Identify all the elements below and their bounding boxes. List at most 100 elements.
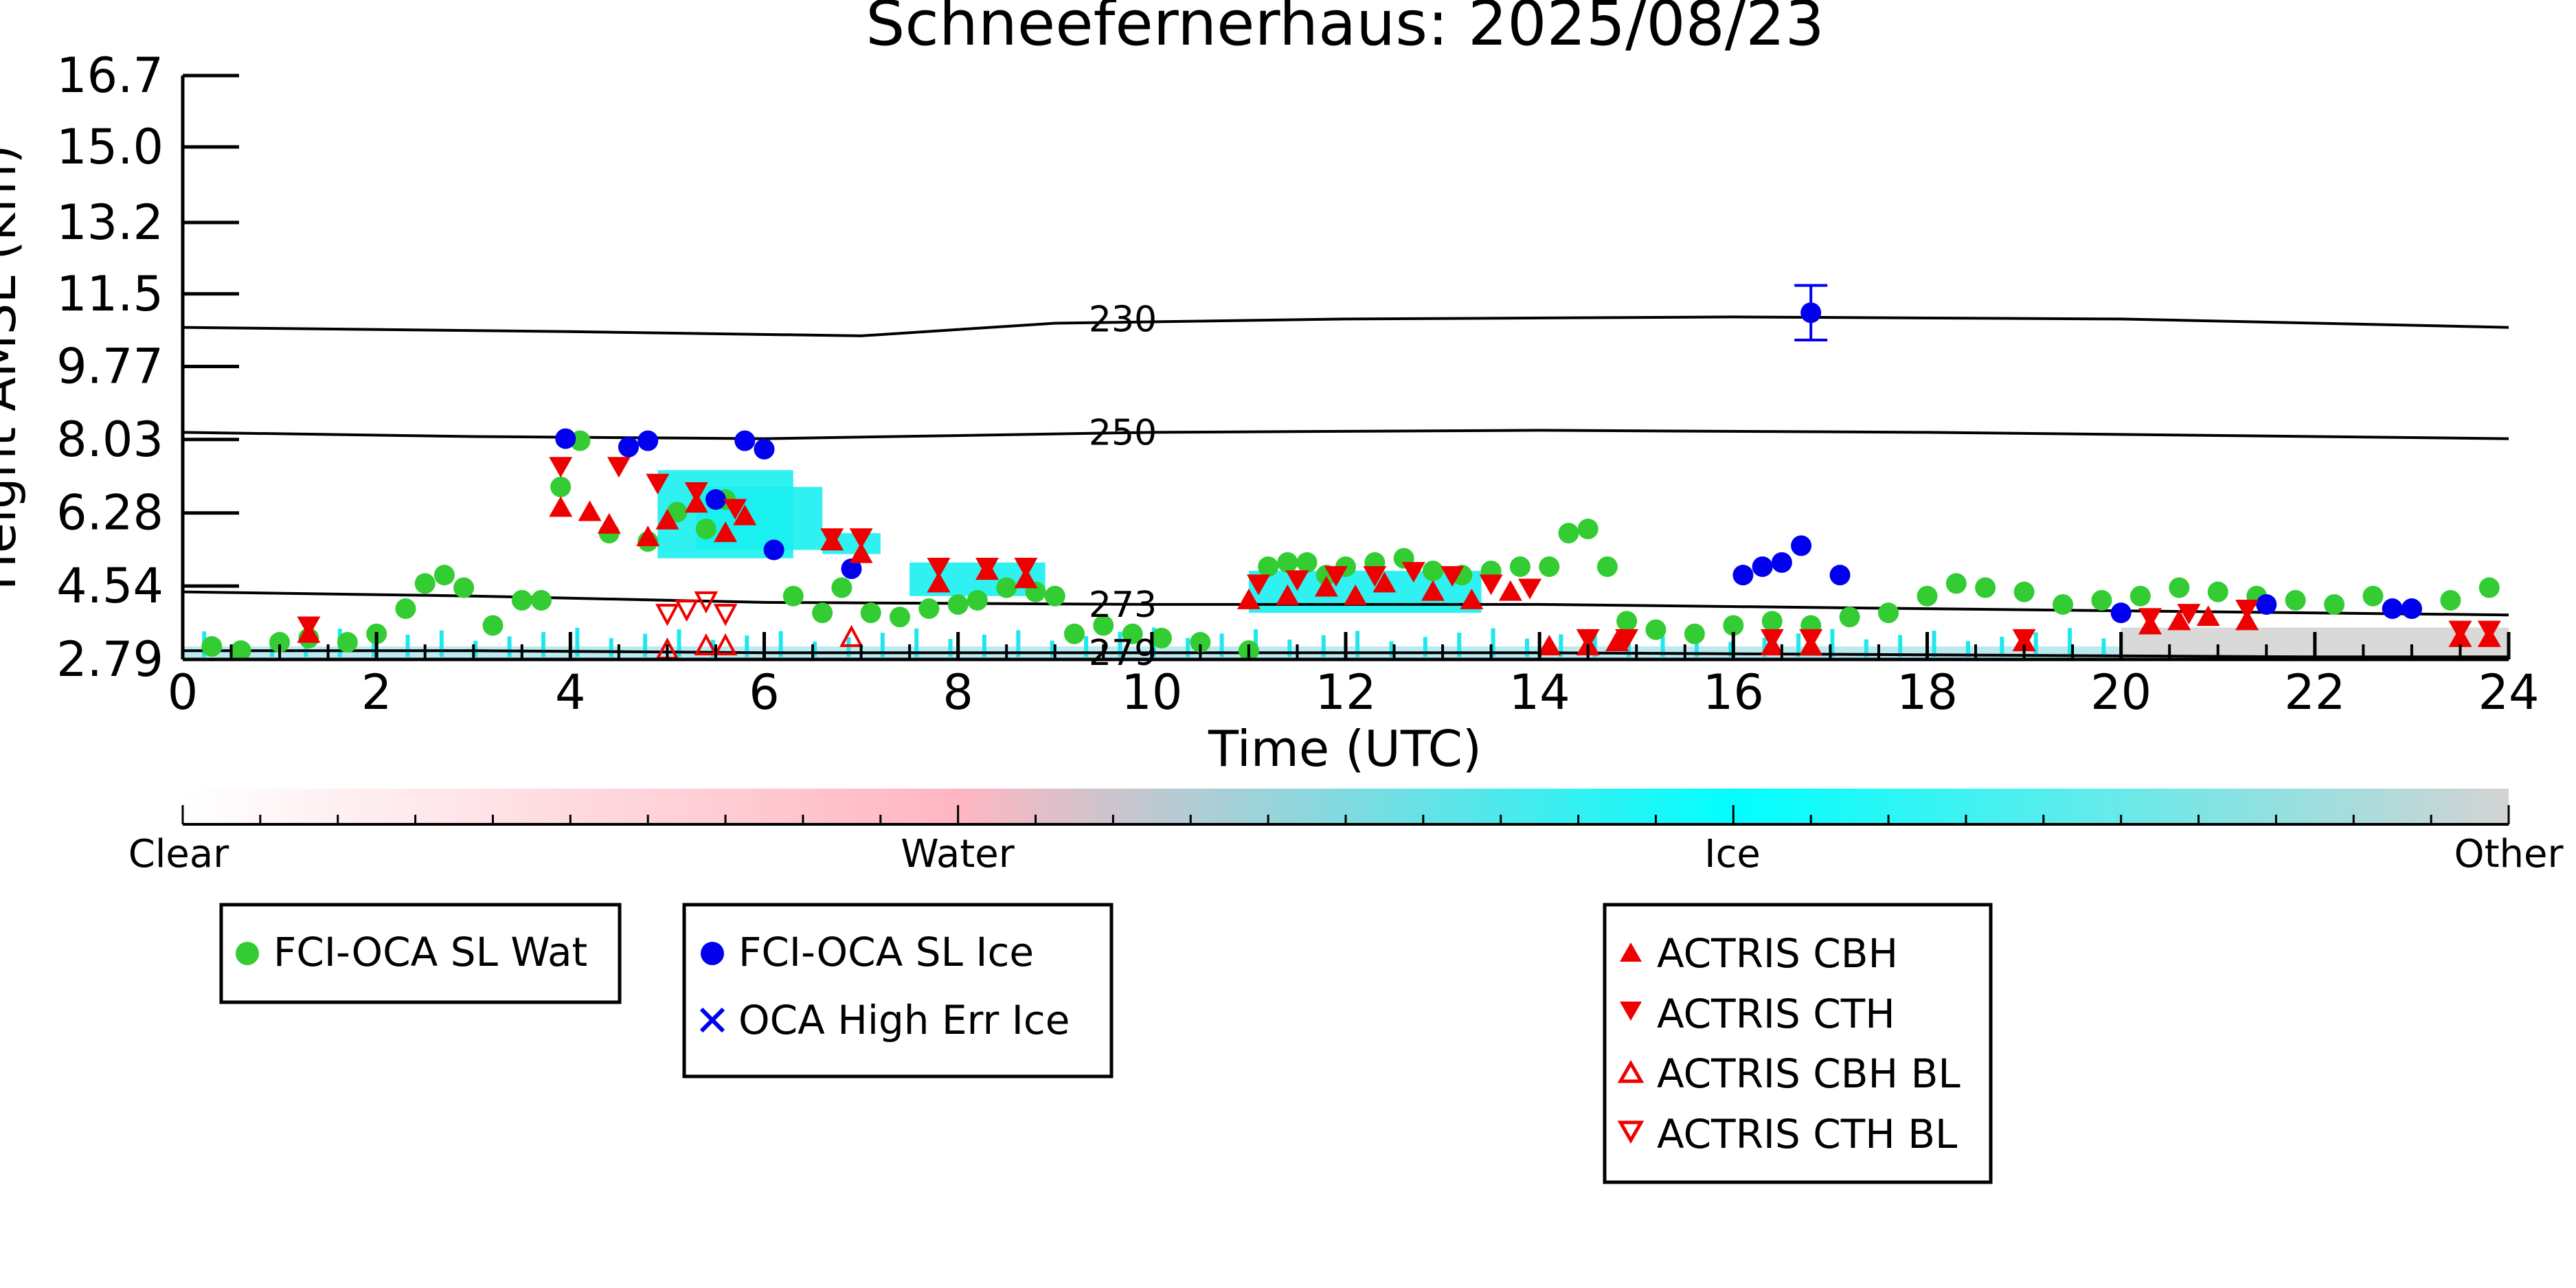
marker-actris-cth — [1247, 574, 1271, 596]
ice-column — [846, 637, 851, 657]
marker-fci-oca-sl-ice — [2401, 598, 2422, 620]
marker-fci-oca-sl-wat — [1539, 556, 1560, 577]
marker-actris-cth — [1576, 629, 1600, 650]
ice-column — [1762, 637, 1767, 657]
marker-actris-cbh — [1498, 580, 1522, 601]
isotherm-line — [183, 429, 2509, 440]
marker-actris-cth — [1615, 629, 1639, 650]
x-tick-label: 8 — [942, 664, 973, 721]
marker-fci-oca-sl-wat — [918, 598, 940, 620]
marker-actris-cbh — [733, 504, 757, 526]
isotherm-label: 230 — [1089, 299, 1157, 340]
colorbar-label-other: Other — [2454, 832, 2564, 877]
x-tick-label: 12 — [1315, 664, 1376, 721]
marker-fci-oca-sl-wat — [414, 573, 436, 594]
ice-column — [541, 632, 546, 657]
ice-column — [507, 636, 512, 657]
ice-column — [1796, 633, 1801, 657]
marker-fci-oca-sl-wat — [2285, 589, 2306, 611]
x-tick-label: 22 — [2284, 664, 2345, 721]
ice-column — [1423, 637, 1427, 657]
marker-actris-cbh — [927, 572, 951, 593]
marker-fci-oca-sl-wat — [1258, 556, 1279, 577]
ice-column — [1660, 635, 1665, 657]
marker-fci-oca-sl-wat — [890, 607, 911, 628]
x-tick-label: 24 — [2478, 664, 2539, 721]
legend-label-cth: ACTRIS CTH — [1657, 991, 1895, 1037]
legend-marker-cthbl — [1617, 1120, 1645, 1144]
marker-fci-oca-sl-wat — [230, 640, 251, 659]
marker-fci-oca-sl-wat — [2013, 581, 2035, 602]
plot-axes: 0 2 4 6 8 10 12 14 16 18 20 22 24 2.794.546.288.039.… — [56, 47, 2539, 721]
legend-marker-higherr — [699, 1007, 725, 1033]
marker-actris-cth — [2012, 629, 2036, 650]
ice-column — [1050, 640, 1054, 657]
y-tick-label: 4.54 — [56, 558, 163, 614]
marker-actris-cth — [1440, 566, 1465, 587]
marker-actris-cbh-bl — [839, 624, 863, 647]
ice-column — [643, 633, 648, 657]
legend-box — [1603, 903, 1993, 1184]
ice-column — [1016, 630, 1021, 657]
x-tick-label: 16 — [1703, 664, 1764, 721]
marker-actris-cbh — [1605, 630, 1629, 651]
x-tick-label: 6 — [749, 664, 780, 721]
marker-fci-oca-sl-wat — [2169, 577, 2190, 598]
marker-actris-cbh — [1236, 588, 1261, 609]
ice-column — [948, 639, 953, 657]
ice-column — [677, 629, 681, 657]
marker-fci-oca-sl-ice — [841, 558, 862, 580]
marker-fci-oca-sl-wat — [967, 589, 988, 611]
marker-fci-oca-sl-wat — [1917, 585, 1938, 607]
marker-fci-oca-sl-wat — [1044, 585, 1065, 607]
ice-column — [1830, 629, 1835, 657]
legend-wat: FCI-OCA SL Wat — [219, 903, 622, 1004]
marker-actris-cth-bl — [675, 600, 699, 622]
marker-actris-cth — [1285, 570, 1309, 591]
marker-fci-oca-sl-wat — [1093, 615, 1114, 636]
legend-box — [682, 903, 1114, 1078]
marker-fci-oca-sl-wat — [337, 631, 358, 653]
marker-actris-cth — [1479, 574, 1503, 596]
marker-fci-oca-sl-wat — [947, 594, 969, 615]
marker-fci-oca-sl-ice — [555, 428, 576, 449]
colorbar-label-water: Water — [901, 832, 1015, 877]
legend-label-cbhbl: ACTRIS CBH BL — [1657, 1050, 1961, 1097]
x-tick-label: 10 — [1121, 664, 1182, 721]
isotherm-label: 279 — [1089, 633, 1157, 674]
marker-fci-oca-sl-ice — [2382, 598, 2403, 620]
marker-fci-oca-sl-wat — [2091, 589, 2112, 611]
ice-column — [1457, 632, 1462, 657]
marker-fci-oca-sl-wat — [1878, 602, 1899, 624]
marker-fci-oca-sl-wat — [1122, 623, 1143, 644]
marker-actris-cbh — [578, 500, 602, 521]
marker-fci-oca-sl-ice — [1829, 565, 1851, 586]
marker-actris-cbh — [1460, 588, 1484, 609]
marker-actris-cbh — [1276, 584, 1300, 605]
isotherm-label: 273 — [1089, 585, 1157, 626]
ice-column — [2101, 638, 2106, 657]
colorbar-label-clear: Clear — [128, 832, 229, 877]
isotherm-labels: 230 250 273 279 — [1089, 299, 1157, 674]
marker-fci-oca-sl-wat — [482, 615, 504, 636]
y-tick-label: 9.77 — [56, 338, 163, 394]
ice-column — [1932, 631, 1936, 657]
marker-actris-cbh — [549, 496, 573, 517]
marker-fci-oca-sl-wat — [1684, 623, 1705, 644]
marker-fci-oca-sl-wat — [2129, 585, 2151, 607]
marker-actris-cth — [1014, 557, 1038, 578]
ice-column — [1084, 636, 1089, 657]
marker-actris-cth — [2138, 608, 2162, 629]
marker-actris-cth — [2235, 600, 2259, 621]
ice-column — [1864, 639, 1868, 657]
ice-column — [2000, 636, 2004, 657]
ice-column — [880, 633, 885, 657]
marker-fci-oca-sl-wat — [531, 589, 552, 611]
marker-actris-cth — [549, 457, 573, 478]
marker-fci-oca-sl-wat — [1558, 523, 1579, 544]
marker-fci-oca-sl-wat — [433, 565, 455, 586]
marker-actris-cbh — [714, 521, 738, 543]
marker-actris-cth — [1401, 562, 1425, 583]
ice-column — [1491, 628, 1495, 657]
y-tick-label: 2.79 — [56, 631, 163, 688]
